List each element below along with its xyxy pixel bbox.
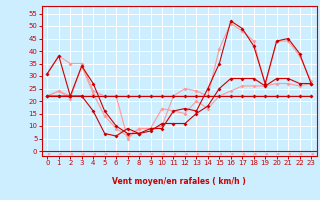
X-axis label: Vent moyen/en rafales ( km/h ): Vent moyen/en rafales ( km/h ) (112, 177, 246, 186)
